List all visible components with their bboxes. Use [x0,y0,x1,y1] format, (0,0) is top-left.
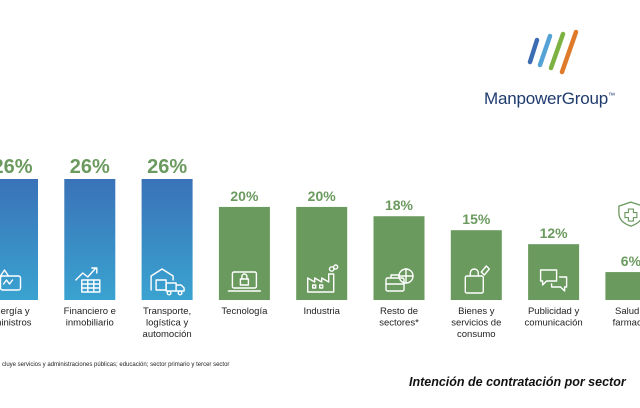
bar-group: 12% Publicidad y comunicación [525,225,583,328]
value-label: 18% [385,197,414,213]
chat-bubbles-icon [539,269,568,292]
manpowergroup-logo [527,29,579,75]
category-label: Tecnología [221,306,268,317]
value-label: 12% [540,225,569,241]
shield-cross-icon [618,201,640,227]
factory-icon [307,264,339,293]
category-label: Financiero e inmobiliario [64,306,116,329]
bar-group: 15% Bienes y servicios de consumo [450,211,502,340]
value-label: 20% [230,188,259,204]
bar [373,216,425,300]
trademark-mark: ™ [608,92,615,100]
value-label: 26% [0,156,33,178]
shopping-bag-icon [464,265,490,294]
bar [141,179,193,300]
bar [296,206,348,300]
bar-group: 18% Resto de sectores* [373,197,425,329]
brand-label: ManpowerGroup [484,89,609,108]
chart-title: Intención de contratación por sector [409,375,626,389]
growth-chart-icon [75,267,101,293]
bar-group: 6% Salud yfarmacia [605,201,640,329]
category-label: Industria [303,306,340,317]
bar [64,179,116,300]
value-label: 26% [147,156,187,178]
bar [218,206,270,300]
category-label: Salud yfarmacia [613,306,640,329]
warehouse-truck-icon [150,268,185,296]
category-label: Bienes y servicios de consumo [451,306,501,340]
footnote: cluye servicios y administraciones públi… [2,362,230,368]
energy-icon [0,269,22,291]
laptop-lock-icon [227,271,262,292]
bar-group: 26% Transporte, logística y automoción [141,156,193,340]
bar-group: 20% Tecnología [218,188,270,317]
category-label: Resto de sectores* [379,306,419,329]
bar-group: 26% nergía yministros [0,156,38,329]
brand-name: ManpowerGroup™ [484,89,615,109]
category-label: Transporte, logística y automoción [143,306,192,340]
briefcase-globe-icon [385,268,414,292]
category-label: nergía yministros [0,306,32,329]
value-label: 6% [621,253,640,269]
bar [605,272,640,300]
bar-group: 20% Industria [296,188,348,317]
bar-group: 26% Financiero e inmobiliario [64,156,116,329]
value-label: 26% [70,156,110,178]
value-label: 15% [462,211,491,227]
category-label: Publicidad y comunicación [525,306,583,329]
bar [528,244,580,300]
bar [450,230,502,300]
value-label: 20% [308,188,337,204]
